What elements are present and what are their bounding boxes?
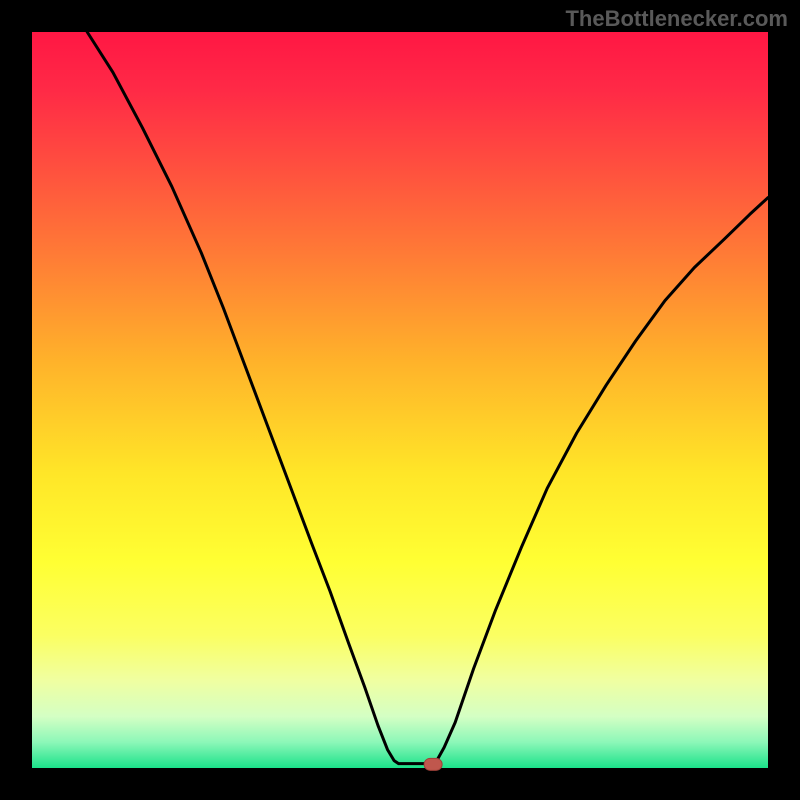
watermark-text: TheBottlenecker.com xyxy=(565,6,788,32)
plot-gradient-background xyxy=(32,32,768,768)
bottleneck-chart xyxy=(0,0,800,800)
minimum-point-marker xyxy=(424,758,442,770)
chart-container: { "chart": { "type": "line", "canvas": {… xyxy=(0,0,800,800)
